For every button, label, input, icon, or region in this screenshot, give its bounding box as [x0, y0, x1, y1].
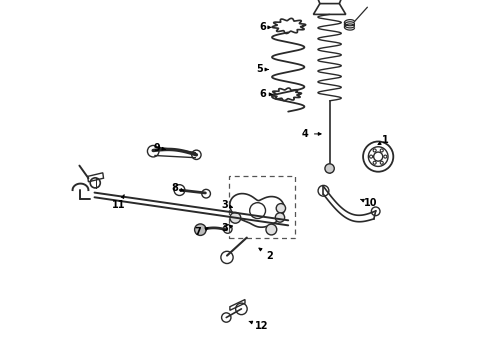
- Text: 9: 9: [153, 143, 166, 153]
- Text: 6: 6: [259, 22, 271, 32]
- Circle shape: [230, 212, 241, 223]
- Text: 3: 3: [222, 200, 232, 210]
- Text: 2: 2: [259, 248, 273, 261]
- Text: 6: 6: [259, 89, 272, 99]
- Text: 8: 8: [172, 183, 184, 193]
- Circle shape: [195, 224, 206, 235]
- Circle shape: [266, 224, 277, 235]
- Circle shape: [325, 164, 334, 173]
- Text: 5: 5: [256, 64, 269, 75]
- Circle shape: [276, 204, 286, 213]
- Text: 11: 11: [112, 195, 125, 210]
- Text: 4: 4: [302, 129, 321, 139]
- Circle shape: [275, 213, 285, 222]
- Text: 10: 10: [361, 198, 377, 208]
- Text: 1: 1: [378, 135, 389, 145]
- Text: 7: 7: [195, 227, 208, 237]
- Text: 3: 3: [222, 223, 232, 233]
- Text: 12: 12: [249, 321, 268, 331]
